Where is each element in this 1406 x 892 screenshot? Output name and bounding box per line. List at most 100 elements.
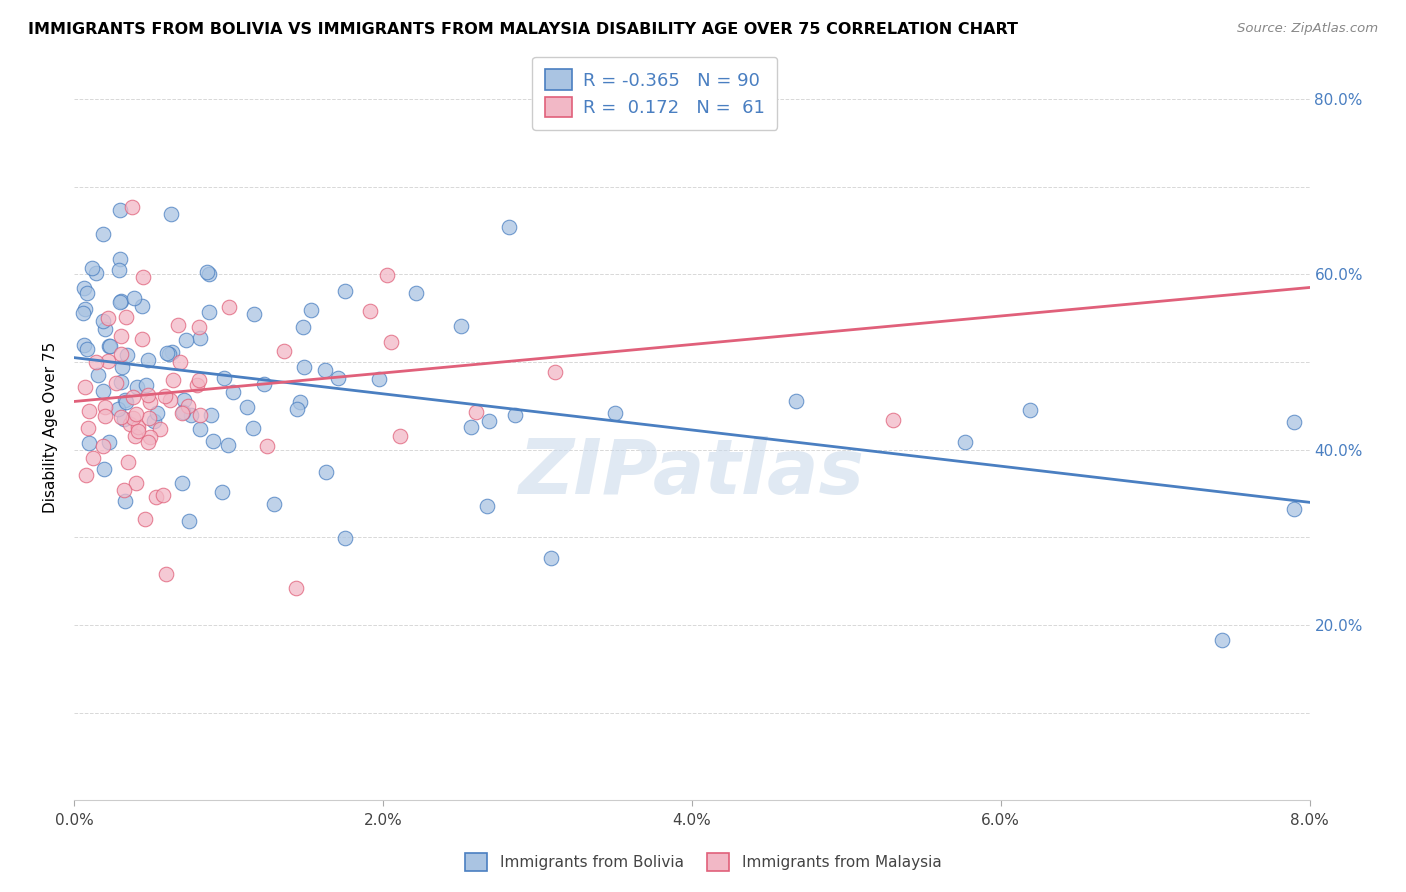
Point — [222, 384, 245, 399]
Point — [498, 220, 520, 235]
Point — [503, 408, 526, 422]
Point — [367, 372, 389, 386]
Point — [131, 299, 153, 313]
Point — [94, 322, 117, 336]
Point — [139, 430, 162, 444]
Point — [882, 412, 904, 426]
Point — [145, 490, 167, 504]
Point — [145, 405, 167, 419]
Point — [285, 581, 308, 595]
Point — [380, 335, 402, 350]
Point — [785, 394, 807, 409]
Point — [115, 395, 138, 409]
Point — [97, 354, 120, 368]
Point — [118, 417, 141, 431]
Legend: R = -0.365   N = 90, R =  0.172   N =  61: R = -0.365 N = 90, R = 0.172 N = 61 — [533, 57, 778, 130]
Point — [122, 410, 145, 425]
Point — [1018, 403, 1040, 417]
Point — [217, 438, 239, 452]
Point — [73, 338, 96, 352]
Point — [170, 475, 193, 490]
Text: ZIPatlas: ZIPatlas — [519, 435, 865, 509]
Point — [136, 435, 159, 450]
Point — [73, 281, 96, 295]
Point — [242, 421, 264, 435]
Point — [188, 422, 211, 436]
Text: Source: ZipAtlas.com: Source: ZipAtlas.com — [1237, 22, 1378, 36]
Y-axis label: Disability Age Over 75: Disability Age Over 75 — [44, 343, 58, 514]
Point — [124, 291, 146, 305]
Point — [72, 306, 94, 320]
Point — [98, 434, 121, 449]
Point — [124, 429, 146, 443]
Text: IMMIGRANTS FROM BOLIVIA VS IMMIGRANTS FROM MALAYSIA DISABILITY AGE OVER 75 CORRE: IMMIGRANTS FROM BOLIVIA VS IMMIGRANTS FR… — [28, 22, 1018, 37]
Point — [94, 400, 117, 414]
Point — [173, 393, 195, 408]
Point — [256, 439, 278, 453]
Point — [292, 319, 315, 334]
Point — [110, 294, 132, 309]
Point — [75, 302, 97, 317]
Point — [98, 339, 121, 353]
Point — [953, 434, 976, 449]
Point — [82, 261, 104, 276]
Point — [93, 462, 115, 476]
Point — [110, 346, 132, 360]
Point — [1282, 501, 1305, 516]
Point — [149, 422, 172, 436]
Point — [190, 331, 212, 345]
Point — [125, 475, 148, 490]
Point — [450, 318, 472, 333]
Point — [162, 373, 184, 387]
Point — [76, 285, 98, 300]
Point — [91, 227, 114, 241]
Point — [478, 414, 501, 428]
Point — [108, 294, 131, 309]
Point — [112, 483, 135, 497]
Point — [243, 307, 266, 321]
Point — [273, 344, 295, 359]
Point — [375, 268, 398, 282]
Point — [122, 391, 145, 405]
Point — [188, 408, 211, 422]
Point — [172, 405, 194, 419]
Point — [84, 266, 107, 280]
Point — [138, 388, 160, 402]
Point — [107, 402, 129, 417]
Point — [475, 499, 498, 513]
Point — [299, 303, 322, 318]
Point — [117, 455, 139, 469]
Point — [285, 401, 308, 416]
Point — [328, 371, 350, 385]
Point — [464, 405, 486, 419]
Point — [115, 310, 138, 324]
Point — [159, 393, 181, 408]
Point — [91, 439, 114, 453]
Point — [288, 394, 311, 409]
Point — [177, 514, 200, 528]
Point — [188, 320, 211, 334]
Point — [132, 270, 155, 285]
Point — [315, 465, 337, 479]
Point — [605, 406, 627, 420]
Point — [170, 407, 193, 421]
Point — [127, 424, 149, 438]
Point — [94, 409, 117, 423]
Point — [121, 200, 143, 214]
Point — [360, 304, 382, 318]
Point — [186, 378, 208, 392]
Point — [200, 409, 222, 423]
Point — [388, 429, 411, 443]
Point — [160, 207, 183, 221]
Point — [1282, 415, 1305, 429]
Point — [195, 265, 218, 279]
Point — [236, 400, 259, 414]
Point — [156, 346, 179, 360]
Point — [114, 411, 136, 425]
Point — [138, 410, 160, 425]
Point — [405, 286, 427, 301]
Point — [167, 318, 190, 332]
Point — [263, 497, 285, 511]
Point — [218, 300, 240, 314]
Point — [75, 468, 97, 483]
